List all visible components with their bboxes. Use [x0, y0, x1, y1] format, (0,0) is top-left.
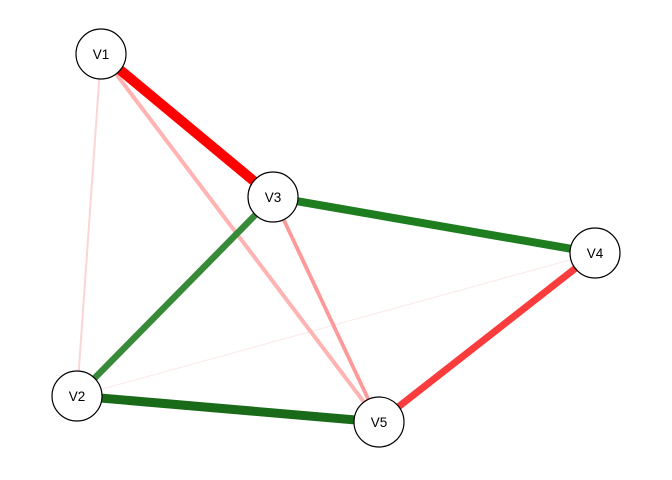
edge-V3-V4	[272, 193, 596, 257]
node-V4[interactable]: V4	[569, 227, 621, 279]
node-V5[interactable]: V5	[353, 396, 405, 448]
edge-layer	[74, 50, 598, 427]
node-V1[interactable]: V1	[75, 28, 127, 80]
edge-V1-V5	[99, 52, 381, 424]
node-label: V3	[265, 190, 282, 205]
edge-V3-V5	[271, 196, 381, 423]
node-label: V4	[587, 246, 604, 261]
node-label: V1	[93, 47, 110, 62]
node-V3[interactable]: V3	[247, 171, 299, 223]
node-layer: V1 V2 V3 V4 V5	[51, 28, 621, 448]
edge-V2-V4	[76, 252, 596, 397]
node-circle[interactable]	[569, 227, 621, 279]
edge-V2-V3	[74, 194, 276, 399]
edge-V4-V5	[376, 250, 598, 425]
edge-V2-V5	[76, 391, 380, 427]
node-circle[interactable]	[75, 28, 127, 80]
node-label: V2	[69, 389, 86, 404]
node-circle[interactable]	[353, 396, 405, 448]
edge-V1-V2	[76, 53, 102, 397]
node-circle[interactable]	[51, 370, 103, 422]
edge-V1-V3	[97, 50, 277, 201]
node-label: V5	[371, 415, 388, 430]
node-V2[interactable]: V2	[51, 370, 103, 422]
node-circle[interactable]	[247, 171, 299, 223]
